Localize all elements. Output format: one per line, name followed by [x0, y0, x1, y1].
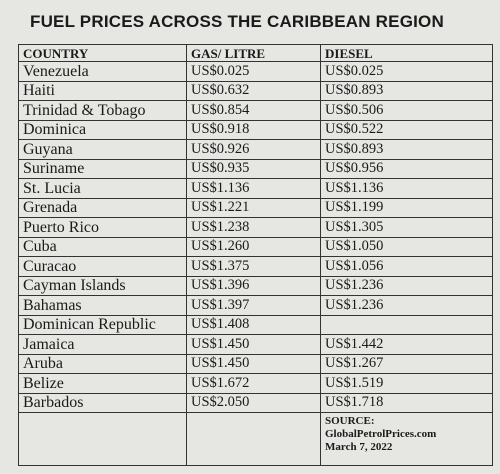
- price-cell: US$0.025: [186, 61, 321, 82]
- country-cell: St. Lucia: [18, 178, 187, 199]
- country-cell: Haiti: [18, 80, 187, 101]
- country-cell: Belize: [18, 373, 187, 394]
- country-cell: Cayman Islands: [18, 275, 187, 296]
- country-cell: Puerto Rico: [18, 217, 187, 238]
- table-row: Aruba US$1.450 US$1.267: [18, 353, 493, 374]
- table-row: Dominica US$0.918 US$0.522: [18, 119, 493, 140]
- table-row: Curacao US$1.375 US$1.056: [18, 256, 493, 277]
- price-cell: [320, 314, 493, 335]
- price-cell: US$1.221: [186, 197, 321, 218]
- price-cell: US$1.305: [320, 217, 493, 238]
- price-cell: US$1.672: [186, 373, 321, 394]
- price-cell: US$1.267: [320, 353, 493, 374]
- column-header: GAS/ LITRE: [186, 44, 321, 62]
- source-cell: SOURCE: GlobalPetrolPrices.com March 7, 20…: [320, 412, 493, 466]
- table-row: Guyana US$0.926 US$0.893: [18, 139, 493, 160]
- price-cell: US$0.956: [320, 158, 493, 179]
- table-row: St. Lucia US$1.136 US$1.136: [18, 178, 493, 199]
- country-cell: Guyana: [18, 139, 187, 160]
- price-cell: US$1.238: [186, 217, 321, 238]
- price-cell: US$1.236: [320, 295, 493, 316]
- title: FUEL PRICES ACROSS THE CARIBBEAN REGION: [30, 12, 444, 31]
- table-row: Puerto Rico US$1.238 US$1.305: [18, 217, 493, 238]
- price-cell: US$1.050: [320, 236, 493, 257]
- table-row: Venezuela US$0.025 US$0.025: [18, 61, 493, 82]
- price-cell: US$0.025: [320, 61, 493, 82]
- price-cell: US$0.918: [186, 119, 321, 140]
- source-row: SOURCE: GlobalPetrolPrices.com March 7, 20…: [18, 412, 493, 466]
- price-cell: US$0.632: [186, 80, 321, 101]
- country-cell: Grenada: [18, 197, 187, 218]
- source-line: March 7, 2022: [325, 441, 393, 453]
- column-header: COUNTRY: [18, 44, 187, 62]
- column-header: DIESEL: [320, 44, 493, 62]
- table-row: Dominican Republic US$1.408: [18, 314, 493, 335]
- price-cell: US$0.893: [320, 80, 493, 101]
- price-cell: US$0.893: [320, 139, 493, 160]
- price-cell: US$0.506: [320, 100, 493, 121]
- price-cell: US$1.450: [186, 353, 321, 374]
- table-row: Jamaica US$1.450 US$1.442: [18, 334, 493, 355]
- header-row: COUNTRY GAS/ LITRE DIESEL: [18, 44, 493, 62]
- table-row: Trinidad & Tobago US$0.854 US$0.506: [18, 100, 493, 121]
- source-line: GlobalPetrolPrices.com: [325, 428, 437, 440]
- country-cell: Trinidad & Tobago: [18, 100, 187, 121]
- country-cell: Barbados: [18, 392, 187, 413]
- price-cell: US$1.199: [320, 197, 493, 218]
- price-cell: US$1.519: [320, 373, 493, 394]
- price-cell: US$1.136: [186, 178, 321, 199]
- price-cell: US$1.718: [320, 392, 493, 413]
- table-row: Grenada US$1.221 US$1.199: [18, 197, 493, 218]
- country-cell: Dominica: [18, 119, 187, 140]
- table-row: Cuba US$1.260 US$1.050: [18, 236, 493, 257]
- fuel-table: COUNTRY GAS/ LITRE DIESEL Venezuela US$0.02…: [18, 44, 493, 466]
- price-cell: US$2.050: [186, 392, 321, 413]
- table-row: Bahamas US$1.397 US$1.236: [18, 295, 493, 316]
- price-cell: US$1.260: [186, 236, 321, 257]
- country-cell: Dominican Republic: [18, 314, 187, 335]
- country-cell: Curacao: [18, 256, 187, 277]
- price-cell: US$1.236: [320, 275, 493, 296]
- country-cell: Cuba: [18, 236, 187, 257]
- price-cell: US$1.397: [186, 295, 321, 316]
- table-row: Suriname US$0.935 US$0.956: [18, 158, 493, 179]
- table-body: Venezuela US$0.025 US$0.025 Haiti US$0.632 US…: [18, 61, 493, 466]
- table-row: Cayman Islands US$1.396 US$1.236: [18, 275, 493, 296]
- price-cell: US$0.854: [186, 100, 321, 121]
- empty-cell: [18, 412, 187, 466]
- price-cell: US$1.136: [320, 178, 493, 199]
- price-cell: US$1.450: [186, 334, 321, 355]
- price-cell: US$1.375: [186, 256, 321, 277]
- country-cell: Bahamas: [18, 295, 187, 316]
- price-cell: US$0.935: [186, 158, 321, 179]
- country-cell: Aruba: [18, 353, 187, 374]
- empty-cell: [186, 412, 321, 466]
- price-cell: US$0.522: [320, 119, 493, 140]
- price-cell: US$1.056: [320, 256, 493, 277]
- table-row: Belize US$1.672 US$1.519: [18, 373, 493, 394]
- price-cell: US$1.396: [186, 275, 321, 296]
- table-row: Barbados US$2.050 US$1.718: [18, 392, 493, 413]
- country-cell: Venezuela: [18, 61, 187, 82]
- country-cell: Jamaica: [18, 334, 187, 355]
- source-line: SOURCE:: [325, 415, 375, 427]
- table-row: Haiti US$0.632 US$0.893: [18, 80, 493, 101]
- price-cell: US$1.408: [186, 314, 321, 335]
- price-cell: US$0.926: [186, 139, 321, 160]
- country-cell: Suriname: [18, 158, 187, 179]
- price-cell: US$1.442: [320, 334, 493, 355]
